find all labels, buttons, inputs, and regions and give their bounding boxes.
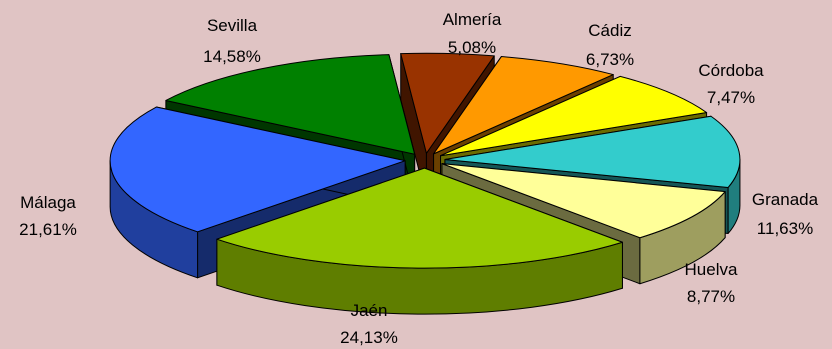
slice-value-granada: 11,63% (757, 219, 813, 238)
slice-label-huelva: Huelva 8,77% (685, 260, 738, 306)
slice-jaen (216, 167, 623, 315)
slice-label-cadiz: Cádiz 6,73% (586, 21, 634, 69)
slice-top-face (400, 52, 495, 154)
slice-label-granada: Granada 11,63% (752, 190, 819, 238)
slice-name-cordoba: Córdoba (698, 61, 764, 80)
slice-label-jaen: Jaén 24,13% (340, 301, 398, 347)
slice-name-granada: Granada (752, 190, 819, 209)
slice-value-jaen: 24,13% (340, 328, 398, 347)
slice-name-almeria: Almería (443, 10, 502, 29)
slice-top-face (109, 106, 406, 233)
slice-value-malaga: 21,61% (19, 220, 77, 239)
slice-label-almeria: Almería 5,08% (443, 10, 502, 57)
slice-top-face (165, 54, 416, 155)
slice-label-sevilla: Sevilla 14,58% (203, 16, 261, 66)
pie-slices (109, 52, 741, 315)
slice-top-face (216, 167, 623, 269)
slice-value-sevilla: 14,58% (203, 47, 261, 66)
slice-top-face (444, 115, 741, 188)
slice-value-huelva: 8,77% (687, 287, 735, 306)
slice-top-face (441, 163, 726, 239)
slice-top-face (440, 75, 708, 157)
slice-name-malaga: Málaga (20, 193, 76, 212)
slice-name-cadiz: Cádiz (588, 21, 631, 40)
slice-top-face (433, 56, 614, 155)
slice-label-cordoba: Córdoba 7,47% (698, 61, 764, 107)
slice-value-cadiz: 6,73% (586, 50, 634, 69)
slice-name-sevilla: Sevilla (207, 16, 258, 35)
slice-name-jaen: Jaén (351, 301, 388, 320)
slice-value-almeria: 5,08% (448, 38, 496, 57)
slice-value-cordoba: 7,47% (707, 88, 755, 107)
slice-name-huelva: Huelva (685, 260, 738, 279)
slice-label-malaga: Málaga 21,61% (19, 193, 77, 239)
